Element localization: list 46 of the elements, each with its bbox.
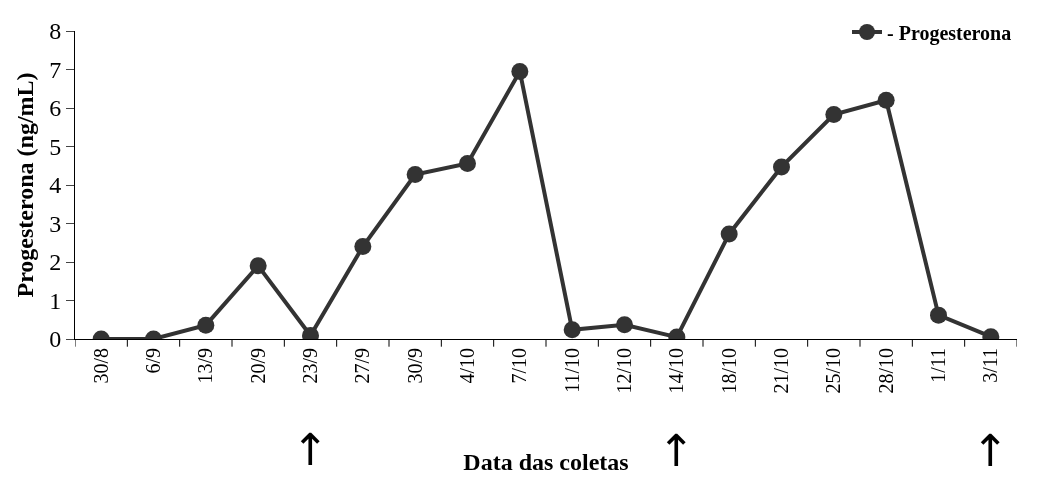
point — [616, 316, 633, 334]
x-tick-label: 30/8 — [89, 348, 112, 384]
point — [773, 158, 790, 176]
x-tick-label: 18/10 — [717, 348, 740, 394]
x-axis-title: Data das coletas — [463, 448, 629, 475]
x-tick-label: 1/11 — [927, 348, 949, 383]
x-tick-label: 4/10 — [456, 348, 478, 384]
x-tick-label: 23/9 — [299, 348, 321, 384]
x-tick-label: 20/9 — [246, 348, 269, 384]
y-tick-label: 0 — [49, 326, 62, 353]
x-tick-label: 7/10 — [508, 348, 531, 384]
point — [720, 225, 738, 243]
y-tick-label: 8 — [49, 18, 62, 45]
y-tick-label: 4 — [49, 172, 62, 199]
x-tick-label: 28/10 — [874, 348, 897, 394]
x-tick-label: 27/9 — [351, 348, 374, 384]
x-tick-label: 14/10 — [665, 348, 688, 394]
x-tick-label: 25/10 — [822, 348, 845, 394]
point — [354, 238, 372, 256]
y-tick-label: 5 — [49, 133, 62, 160]
legend-label: - Progesterona — [887, 21, 1012, 45]
point — [459, 154, 476, 172]
point — [930, 306, 947, 324]
y-axis-title: Progesterona (ng/mL) — [12, 72, 39, 298]
x-tick-label: 3/11 — [979, 348, 1002, 383]
point — [406, 166, 424, 184]
point — [877, 91, 895, 109]
annotation: ↑ — [972, 425, 1009, 476]
point — [563, 321, 581, 339]
x-tick-label: 21/10 — [770, 348, 792, 394]
point — [825, 106, 843, 124]
y-tick-label: 3 — [49, 210, 62, 237]
x-tick-label: 12/10 — [613, 348, 635, 394]
annotation: ↑ — [658, 425, 695, 476]
point — [511, 62, 529, 80]
y-tick-label: 1 — [49, 287, 62, 314]
y-tick-label: 6 — [49, 95, 62, 122]
y-tick-label: 2 — [49, 249, 62, 276]
y-tick-label: 7 — [49, 56, 62, 83]
x-tick-label: 11/10 — [560, 348, 583, 393]
x-tick-label: 6/9 — [142, 348, 164, 374]
point — [197, 316, 215, 334]
x-tick-label: 30/9 — [403, 348, 426, 384]
annotation: ↑ — [292, 424, 329, 475]
x-tick-label: 13/9 — [194, 348, 217, 384]
point — [249, 257, 267, 275]
